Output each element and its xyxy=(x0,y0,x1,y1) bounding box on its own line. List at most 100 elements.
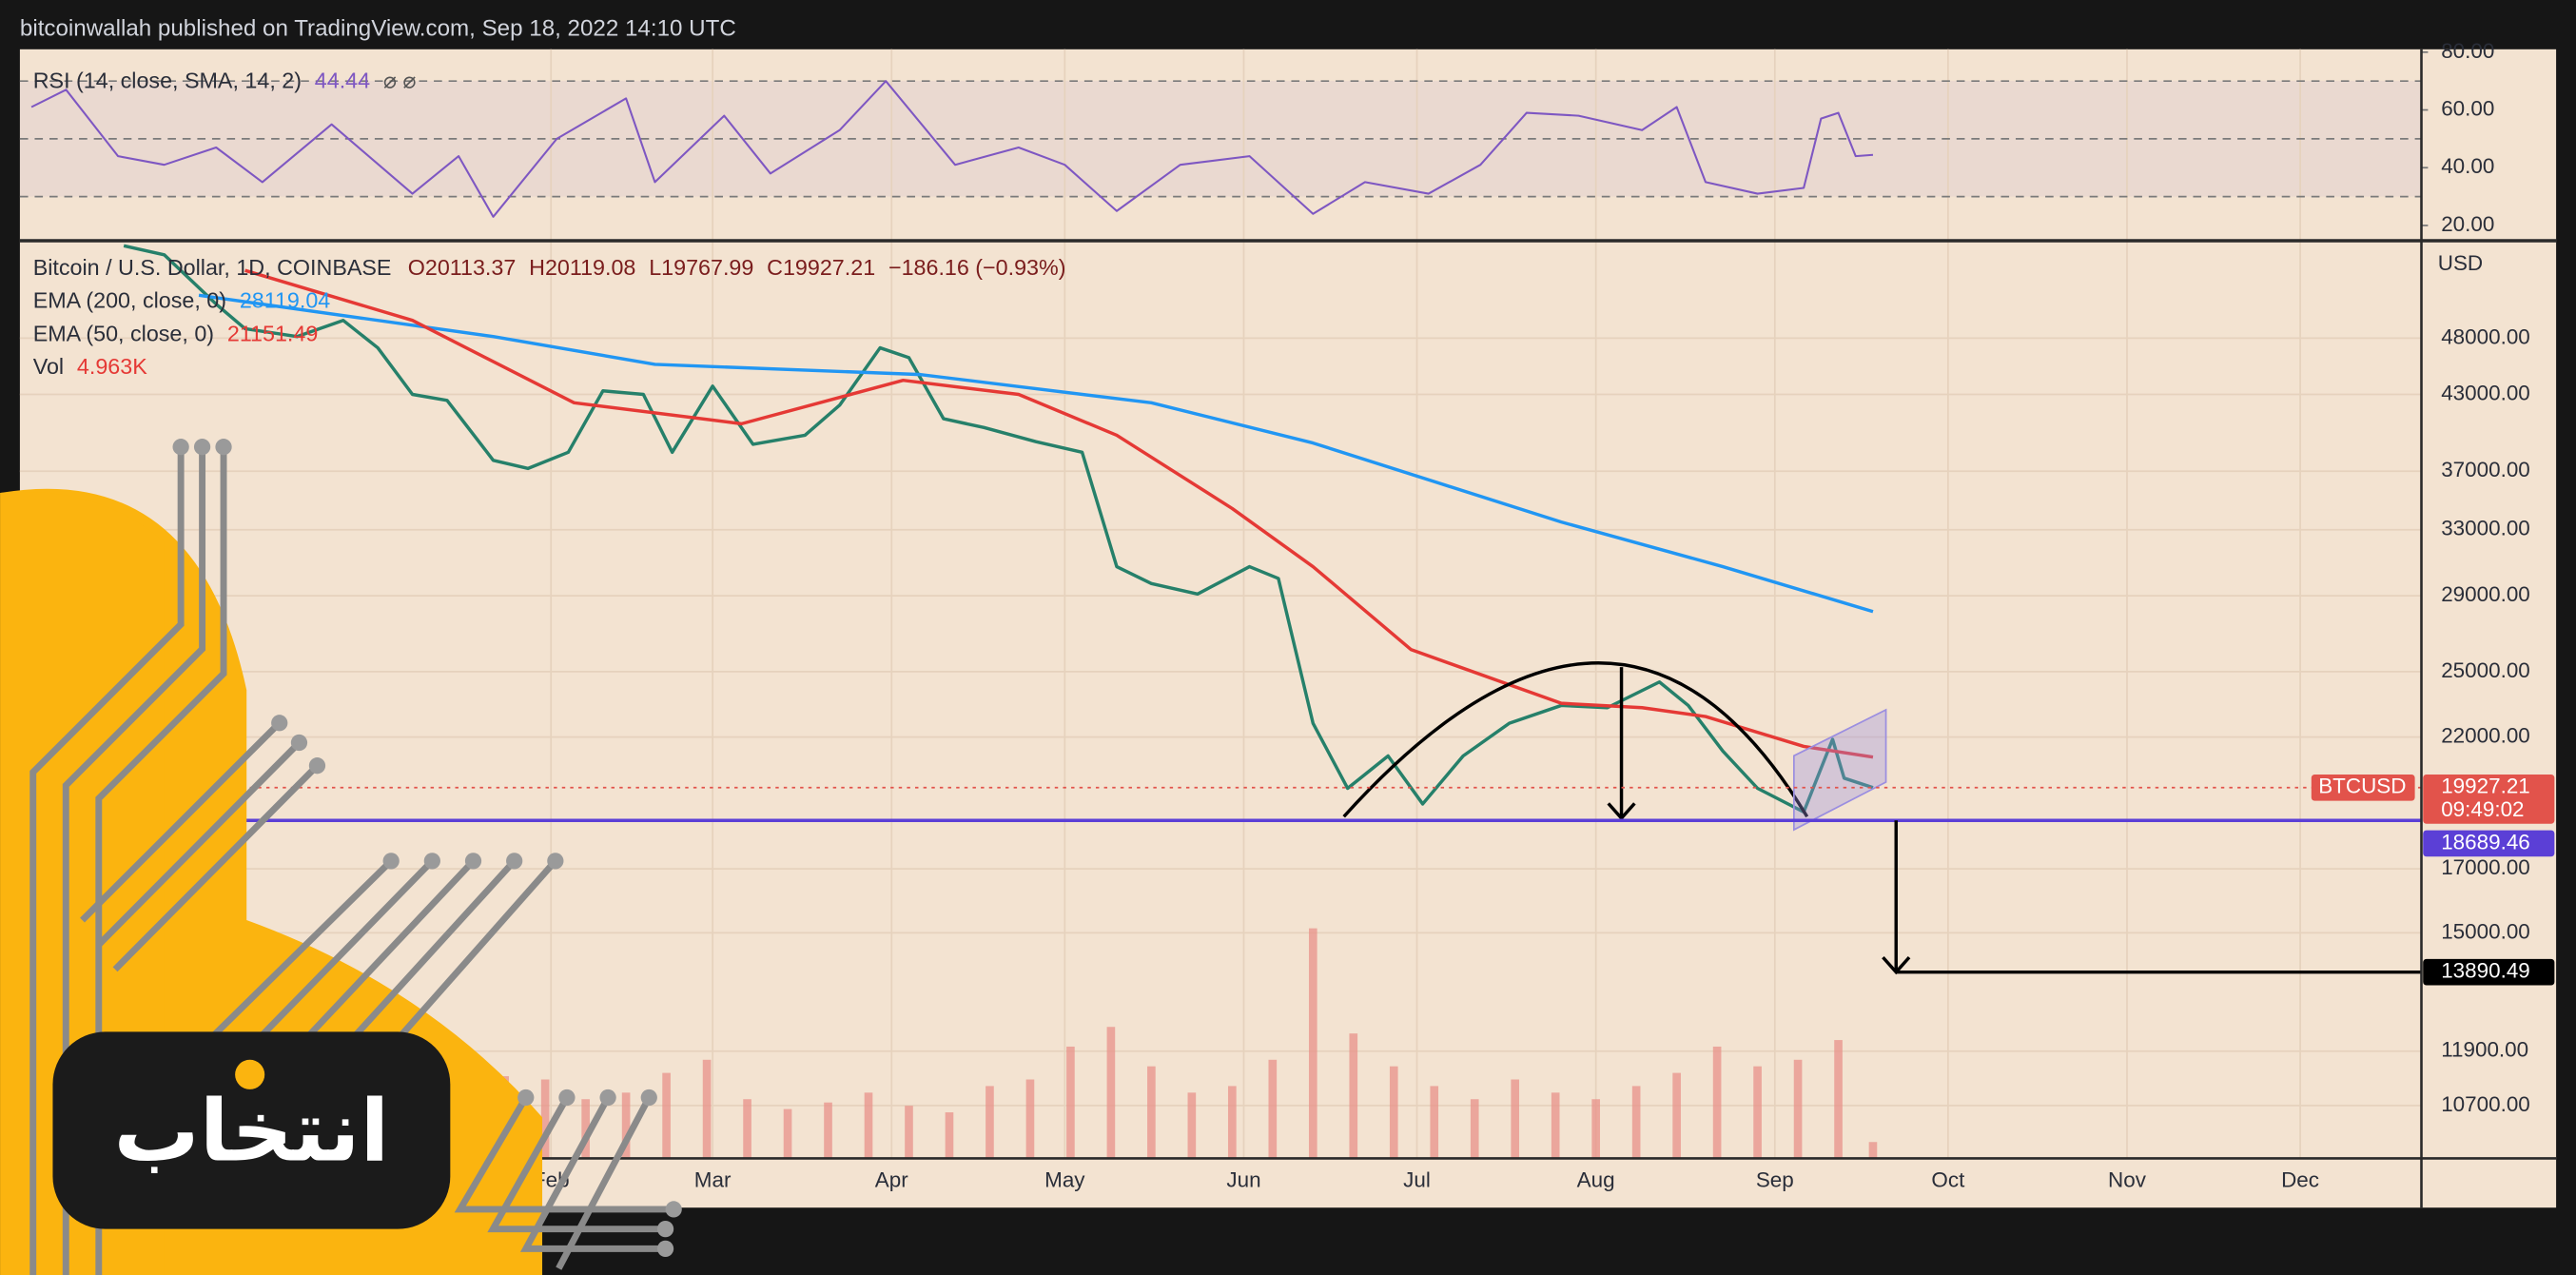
series-line xyxy=(30,80,1874,218)
tag-name: BTCUSD xyxy=(2318,775,2406,798)
price-label: 18689.46 xyxy=(2441,830,2530,853)
volume-bar xyxy=(1672,1072,1681,1159)
y-tick-label: 15000.00 xyxy=(2441,919,2530,943)
y-tick-label: 20.00 xyxy=(2441,212,2494,236)
y-tick-label: 37000.00 xyxy=(2441,458,2530,481)
volume-bar xyxy=(864,1092,873,1159)
header-title: bitcoinwallah published on TradingView.c… xyxy=(20,15,736,41)
volume-bar xyxy=(540,1079,550,1159)
volume-bar xyxy=(1228,1086,1237,1159)
volume-bar xyxy=(1591,1099,1600,1159)
channel xyxy=(1792,708,1887,832)
series-line xyxy=(123,244,1874,814)
y-tick-label: 22000.00 xyxy=(2441,724,2530,748)
legend-entry: Vol 4.963K xyxy=(33,354,148,379)
volume-bar xyxy=(662,1072,671,1159)
volume-bar xyxy=(824,1102,832,1159)
series-line xyxy=(198,293,1874,614)
tag-box xyxy=(2311,774,2415,801)
legend-value: 4.963K xyxy=(77,354,147,379)
x-tick-label: Nov xyxy=(2108,1167,2147,1191)
legend-entry: EMA (50, close, 0) 21151.49 xyxy=(33,321,319,345)
volume-bar xyxy=(1793,1059,1803,1159)
circuit-nodes xyxy=(172,439,682,1258)
price-box xyxy=(2423,958,2555,986)
volume-bar xyxy=(783,1108,792,1159)
legend-name: Vol xyxy=(33,354,64,379)
x-tick-label: Jun xyxy=(1226,1167,1260,1191)
y-tick-label: 17000.00 xyxy=(2441,855,2530,879)
y-tick-label: 48000.00 xyxy=(2441,324,2530,348)
x-tick-label: May xyxy=(1044,1167,1085,1191)
volume-bar xyxy=(621,1092,631,1159)
volume-bar xyxy=(1187,1092,1197,1159)
volume-bar xyxy=(1308,928,1317,1159)
x-tick-label: Dec xyxy=(2281,1167,2319,1191)
volume-bar xyxy=(1066,1046,1075,1159)
ohlc: O20113.37 xyxy=(408,255,517,280)
price-label: 13890.49 xyxy=(2441,959,2530,983)
y-tick-label: 33000.00 xyxy=(2441,517,2530,540)
price-box xyxy=(2423,830,2555,857)
volume-bar xyxy=(1631,1086,1641,1159)
x-tick-label: Apr xyxy=(875,1167,908,1191)
rsi-title: RSI (14, close, SMA, 14, 2) xyxy=(33,68,302,92)
logo-text: انتخاب xyxy=(113,1082,389,1181)
logo-box xyxy=(52,1031,451,1229)
volume-bar xyxy=(702,1059,712,1159)
volume-bar xyxy=(1868,1142,1878,1159)
volume-bar xyxy=(1470,1099,1479,1159)
volume-bar xyxy=(1430,1086,1439,1159)
volume-bar xyxy=(1147,1066,1156,1159)
rsi-legend: RSI (14, close, SMA, 14, 2) 44.44 ⌀ ⌀ xyxy=(33,68,417,92)
ohlc: L19767.99 xyxy=(649,255,753,280)
y-tick-label: 29000.00 xyxy=(2441,582,2530,606)
rsi-value: 44.44 xyxy=(315,68,370,92)
legend-value: 21151.49 xyxy=(227,321,318,345)
y-tick-label: 43000.00 xyxy=(2441,381,2530,404)
series-line xyxy=(244,268,1874,759)
ohlc: −186.16 (−0.93%) xyxy=(888,255,1066,280)
y-tick-label: 11900.00 xyxy=(2441,1038,2528,1062)
countdown: 09:49:02 xyxy=(2441,797,2524,821)
x-tick-label: Sep xyxy=(1756,1167,1794,1191)
arc-annotation xyxy=(1342,661,1809,818)
x-tick-label: Oct xyxy=(1931,1167,1965,1191)
volume-bar xyxy=(581,1099,590,1159)
y-tick-label: 10700.00 xyxy=(2441,1092,2530,1116)
volume-bar xyxy=(1389,1066,1398,1159)
price-label: 19927.21 xyxy=(2441,775,2530,798)
legend-value: 28119.04 xyxy=(240,288,330,313)
price-legend: Bitcoin / U.S. Dollar, 1D, COINBASE O2011… xyxy=(33,255,1066,280)
x-tick-label: Mar xyxy=(694,1167,732,1191)
arrow-head xyxy=(1607,802,1636,821)
ohlc: H20119.08 xyxy=(529,255,635,280)
x-tick-label: Jul xyxy=(1403,1167,1431,1191)
volume-bar xyxy=(1511,1079,1520,1159)
y-tick-label: 25000.00 xyxy=(2441,658,2530,682)
y-unit: USD xyxy=(2438,251,2483,275)
legend-entry: EMA (200, close, 0) 28119.04 xyxy=(33,288,331,313)
watermark: انتخاب xyxy=(0,439,682,1275)
volume-bar xyxy=(1834,1040,1843,1159)
volume-bar xyxy=(1268,1059,1278,1159)
icon: ⌀ ⌀ xyxy=(383,68,417,92)
volume-bar xyxy=(945,1112,954,1159)
volume-bar xyxy=(1025,1079,1035,1159)
legend-name: EMA (50, close, 0) xyxy=(33,321,214,345)
ohlc: C19927.21 xyxy=(767,255,875,280)
price-box xyxy=(2423,774,2555,824)
x-tick-label: Aug xyxy=(1577,1167,1615,1191)
y-tick-label: 80.00 xyxy=(2441,39,2494,63)
volume-bar xyxy=(1106,1027,1116,1159)
legend-name: EMA (200, close, 0) xyxy=(33,288,226,313)
volume-bar xyxy=(1349,1033,1358,1159)
volume-bar xyxy=(986,1086,994,1159)
y-tick-label: 40.00 xyxy=(2441,154,2494,178)
arrow-head xyxy=(1882,955,1911,975)
y-tick-label: 60.00 xyxy=(2441,96,2494,120)
volume-bar xyxy=(743,1099,751,1159)
